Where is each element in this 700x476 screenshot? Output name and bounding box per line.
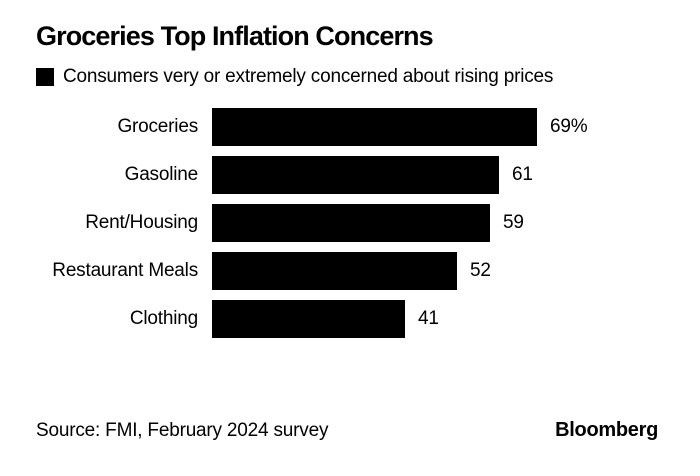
legend-label: Consumers very or extremely concerned ab… — [63, 65, 554, 87]
value-label: 52 — [470, 259, 491, 281]
source-note: Source: FMI, February 2024 survey — [36, 420, 329, 441]
bar-row: Rent/Housing 59 — [36, 199, 658, 247]
category-label: Clothing — [129, 307, 198, 329]
chart-title: Groceries Top Inflation Concerns — [36, 21, 434, 51]
bar-row: Groceries 69% — [36, 103, 658, 151]
bar-rent-housing — [212, 203, 490, 242]
bar-gasoline — [212, 155, 499, 194]
legend-swatch-icon — [36, 67, 54, 86]
category-label: Restaurant Meals — [52, 259, 198, 281]
bar-row: Clothing 41 — [36, 295, 658, 343]
bar-clothing — [212, 299, 405, 338]
value-label: 69% — [550, 115, 588, 137]
bar-row: Gasoline 61 — [36, 151, 658, 199]
category-label: Gasoline — [124, 163, 199, 185]
value-label: 61 — [512, 163, 533, 185]
bar-row: Restaurant Meals 52 — [36, 247, 658, 295]
bar-chart: Groceries 69% Gasoline 61 Rent/Housing 59 Rest… — [36, 103, 658, 343]
category-label: Groceries — [117, 115, 198, 137]
footer: Source: FMI, February 2024 survey Bloomb… — [36, 419, 658, 442]
bar-restaurant-meals — [212, 251, 457, 290]
bar-groceries — [212, 107, 537, 146]
category-label: Rent/Housing — [85, 211, 198, 233]
value-label: 41 — [418, 307, 439, 329]
legend: Consumers very or extremely concerned ab… — [36, 66, 658, 88]
bloomberg-logo: Bloomberg — [555, 419, 658, 441]
value-label: 59 — [503, 211, 524, 233]
